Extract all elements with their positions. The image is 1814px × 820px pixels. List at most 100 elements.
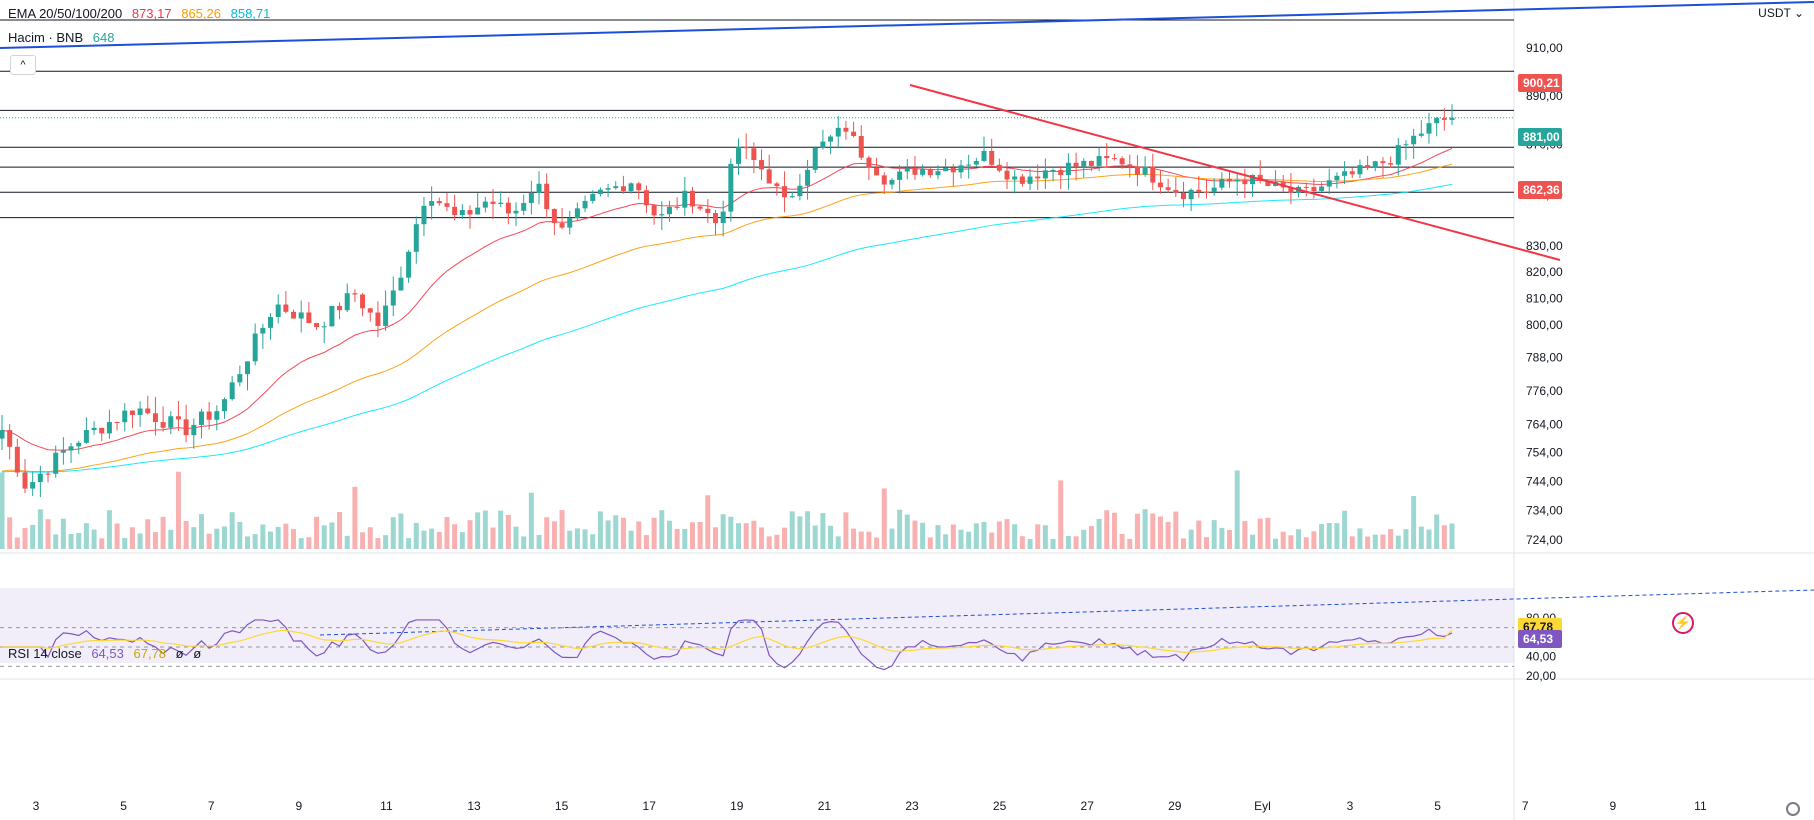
price-tick: 890,00 [1526,89,1563,103]
volume-bar [1073,536,1079,549]
candle-body [237,374,243,383]
volume-bar [1334,523,1340,549]
price-tick: 800,00 [1526,318,1563,332]
price-badge [1518,181,1562,199]
candle-body [659,214,665,216]
candle-body [1142,166,1148,175]
candle-body [1242,179,1248,185]
volume-bar [559,510,565,549]
volume-bar [897,509,903,549]
candle-body [129,410,135,415]
candle-body [53,452,59,474]
volume-bar [981,521,987,549]
rsi-line [2,619,1453,671]
volume-bar [1441,525,1447,549]
candle-body [314,323,320,327]
candle-body [482,201,488,208]
candle-body [1050,170,1056,172]
candle-body [828,136,834,142]
volume-bar [76,532,82,549]
candle-body [152,413,158,423]
volume-bar [1319,524,1325,549]
volume-bar [835,536,841,549]
volume-bar [1042,525,1048,549]
candle-body [1134,166,1140,175]
volume-bar [1365,536,1371,549]
volume-bar [1035,524,1041,549]
rsi-badge [1518,629,1562,648]
volume-bar [1372,534,1378,549]
candle-body [1127,164,1133,167]
ema20-line [1,148,1453,451]
candle-body [1334,175,1340,181]
volume-bar [1288,535,1294,549]
volume-legend-label: Hacim · BNB [8,30,84,45]
volume-bar [528,492,534,549]
candle-body [973,160,979,165]
candle-body [22,472,28,489]
volume-bar [1104,510,1110,549]
volume-bar [268,531,274,549]
volume-bar [53,534,59,549]
volume-bar [712,527,718,549]
volume-bar [958,529,964,549]
volume-bar [1134,513,1140,549]
volume-bar [83,523,89,549]
flash-icon[interactable]: ⚡ [1672,612,1694,634]
volume-bar [1311,531,1317,549]
volume-bar [1027,538,1033,549]
volume-bar [904,514,910,549]
candle-body [1081,160,1087,167]
rsi-ma-line [2,629,1453,654]
volume-bar [1180,538,1186,549]
candle-body [1058,170,1064,176]
price-badge-label: 862,36 [1523,183,1560,197]
candle-body [383,305,389,326]
candle-body [943,167,949,172]
volume-bar [805,511,811,549]
volume-bar [620,517,626,549]
volume-bar [689,522,695,549]
volume-bar [1058,480,1064,549]
candle-body [1173,189,1179,193]
ema-legend-label: EMA 20/50/100/200 [8,6,123,21]
candle-body [505,202,511,214]
volume-bar [1418,526,1424,549]
volume-bar [68,533,74,549]
settings-icon[interactable] [1786,802,1800,816]
time-tick: 23 [905,799,919,813]
candle-body [551,209,557,224]
volume-bar [651,517,657,549]
volume-bar [1050,538,1056,549]
ema20-value: 873,17 [131,6,172,21]
volume-bar [1227,530,1233,549]
time-tick: 3 [33,799,40,813]
price-badge [1518,74,1562,92]
volume-bar [720,514,726,549]
candle-body [697,206,703,209]
candle-body [475,207,481,215]
time-tick: 19 [730,799,744,813]
candle-body [866,157,872,168]
candle-body [820,141,826,148]
volume-bar [160,516,166,549]
volume-bar [145,519,151,549]
currency-selector[interactable]: USDT ⌄ [1758,6,1804,20]
volume-bar [1434,514,1440,549]
volume-bar [99,538,105,549]
volume-bar [137,533,143,549]
candle-body [559,223,565,228]
volume-bar [1096,518,1102,549]
blue-trendline [0,1,1814,49]
volume-bar [643,535,649,549]
price-badge-label: 881,00 [1523,130,1560,144]
candle-body [60,450,66,453]
candle-body [1395,145,1401,165]
ema-legend: EMA 20/50/100/200 873,17 865,26 858,71 [8,6,276,21]
candle-body [874,167,880,176]
candle-body [897,171,903,180]
price-badge-label: 900,21 [1523,76,1560,90]
collapse-legend-button[interactable]: ^ [10,55,36,75]
price-tick: 724,00 [1526,533,1563,547]
